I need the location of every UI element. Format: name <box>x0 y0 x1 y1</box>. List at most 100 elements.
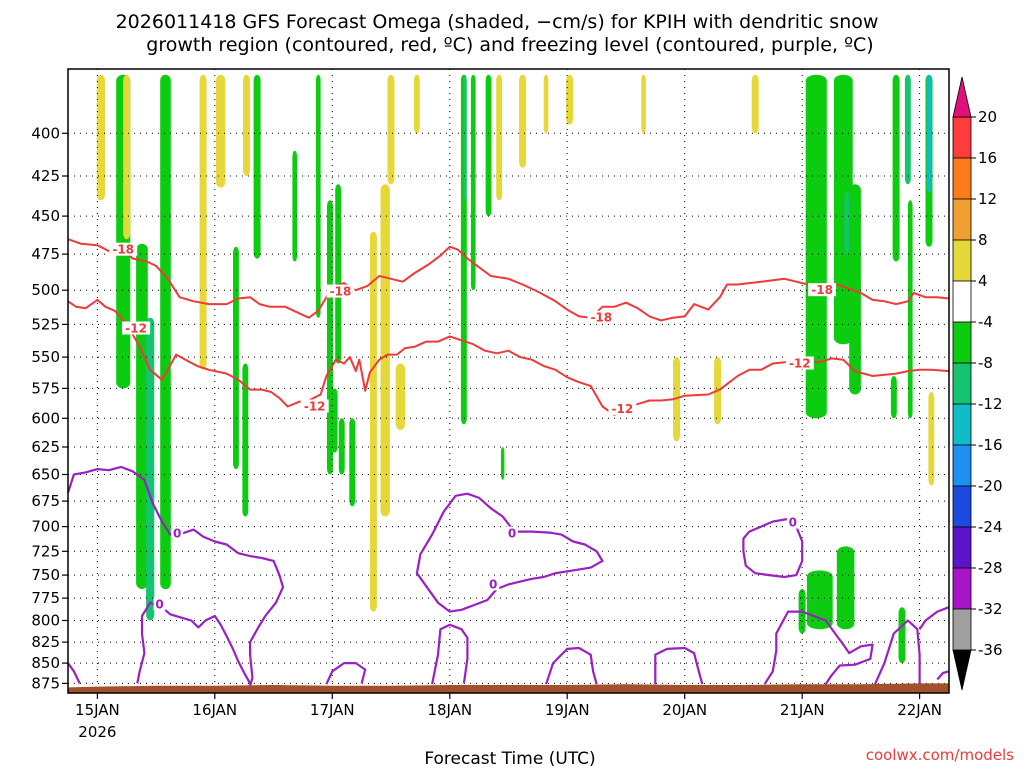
omega-cell-20 <box>380 184 390 517</box>
x-tick-label-1: 16JAN <box>192 701 237 719</box>
colorbar-band-m16_m12 <box>952 403 972 446</box>
colorbar-band-m20_m16 <box>952 444 972 487</box>
omega-cell-30 <box>543 74 549 134</box>
colorbar-label-9: -20 <box>978 477 1003 495</box>
omega-cell-10 <box>243 74 250 176</box>
colorbar-label-3: 8 <box>978 231 988 249</box>
omega-cell-18 <box>349 418 356 507</box>
colorbar-top-arrow <box>952 76 972 118</box>
omega-cell-17 <box>338 418 345 475</box>
omega-cell-6 <box>199 74 207 370</box>
omega-cell-16 <box>331 388 338 453</box>
x-tick-label-6: 21JAN <box>780 701 825 719</box>
colorbar-label-10: -24 <box>978 518 1003 536</box>
omega-cell-7 <box>216 74 226 188</box>
freezing-contour-12 <box>936 670 950 681</box>
dgz-contour-0 <box>67 238 950 322</box>
x-tick-label-5: 20JAN <box>662 701 707 719</box>
contour-label-0: -18 <box>112 243 134 257</box>
contour-label-6: -18 <box>811 283 833 297</box>
omega-cell-38 <box>833 74 853 345</box>
omega-cell-25 <box>463 74 467 201</box>
omega-cell-5 <box>96 74 105 201</box>
omega-cell-42 <box>904 74 911 185</box>
colorbar-label-8: -16 <box>978 436 1003 454</box>
contour-label-12: 0 <box>789 516 797 530</box>
colorbar-band-m24_m20 <box>952 485 972 528</box>
x-tick-label-2: 17JAN <box>310 701 355 719</box>
x-year-label: 2026 <box>78 723 116 741</box>
contour-label-4: -18 <box>590 311 612 325</box>
y-tick-label-5: 525 <box>31 315 60 333</box>
omega-cell-31 <box>566 74 574 125</box>
omega-cell-37 <box>805 74 827 419</box>
omega-cell-46 <box>928 392 935 486</box>
plot-area: -18 -12 -18 -12 -18 -12 -18 -12 0 0 0 0 0 <box>66 68 950 694</box>
omega-cell-11 <box>253 74 261 259</box>
contour-label-5: -12 <box>612 402 634 416</box>
omega-cell-47 <box>806 570 833 630</box>
colorbar-band-8_12 <box>952 198 972 241</box>
y-tick-label-11: 675 <box>31 492 60 510</box>
omega-cell-2 <box>146 317 155 621</box>
colorbar-label-5: -4 <box>978 313 993 331</box>
y-tick-label-4: 500 <box>31 281 60 299</box>
y-tick-label-9: 625 <box>31 438 60 456</box>
colorbar-label-1: 16 <box>978 149 997 167</box>
omega-cell-36 <box>751 74 759 134</box>
x-axis-title: Forecast Time (UTC) <box>424 749 595 768</box>
dgz-contour-1 <box>67 298 950 416</box>
y-axis: 400 425 450 475 500 525 550 575 600 625 650 675 700 7… <box>31 124 68 692</box>
terrain-surface <box>68 683 949 693</box>
contour-label-3: -12 <box>304 400 326 414</box>
y-tick-label-17: 825 <box>31 633 60 651</box>
colorbar-bottom-arrow <box>952 649 972 691</box>
colorbar-band-m36_m32 <box>952 608 972 651</box>
omega-cell-13 <box>315 74 321 318</box>
contour-label-bg-2 <box>326 284 355 298</box>
omega-cell-21 <box>395 363 406 430</box>
grid-lines <box>68 69 949 693</box>
omega-cell-12 <box>292 150 298 262</box>
terrain-fill <box>68 683 949 693</box>
y-tick-label-8: 600 <box>31 409 60 427</box>
contour-label-11: 0 <box>489 577 497 591</box>
x-tick-label-7: 22JAN <box>897 701 942 719</box>
chart-title-line-2: growth region (contoured, red, ºC) and f… <box>146 34 873 56</box>
omega-cell-28 <box>496 74 503 201</box>
y-tick-label-0: 400 <box>31 124 60 142</box>
y-tick-label-15: 775 <box>31 589 60 607</box>
dendritic-growth-contours <box>67 238 950 416</box>
omega-cell-9 <box>242 363 249 517</box>
y-tick-label-2: 450 <box>31 207 60 225</box>
y-tick-label-18: 850 <box>31 654 60 672</box>
freezing-contour-1 <box>136 601 252 684</box>
contour-label-1: -12 <box>125 322 147 336</box>
contour-labels: -18 -12 -18 -12 -18 -12 -18 -12 0 0 0 0 0 <box>109 242 837 612</box>
colorbar-label-7: -12 <box>978 395 1003 413</box>
freezing-contour-10 <box>873 619 921 685</box>
omega-cell-51 <box>890 376 897 419</box>
y-tick-label-16: 800 <box>31 612 60 630</box>
freezing-level-contours <box>66 465 950 687</box>
colorbar-label-12: -32 <box>978 600 1003 618</box>
y-tick-label-10: 650 <box>31 466 60 484</box>
contour-label-10: 0 <box>508 527 516 541</box>
colorbar-band-16_20 <box>952 116 972 159</box>
omega-cell-3 <box>160 74 171 590</box>
omega-cell-22 <box>387 74 395 185</box>
freezing-contour-8 <box>654 646 704 685</box>
omega-cell-26 <box>470 74 476 291</box>
omega-cell-43 <box>907 200 913 419</box>
omega-cell-1 <box>136 243 148 589</box>
omega-cell-33 <box>500 447 505 480</box>
colorbar-label-4: 4 <box>978 272 988 290</box>
contour-label-bg-7 <box>785 356 814 370</box>
omega-cell-15 <box>335 184 342 364</box>
colorbar-band-m32_m28 <box>952 567 972 610</box>
contour-label-7: -12 <box>789 357 811 371</box>
chart-title-line-1: 2026011418 GFS Forecast Omega (shaded, −… <box>116 11 879 33</box>
credit-text: coolwx.com/models <box>866 746 1014 764</box>
omega-cell-39 <box>849 184 861 395</box>
